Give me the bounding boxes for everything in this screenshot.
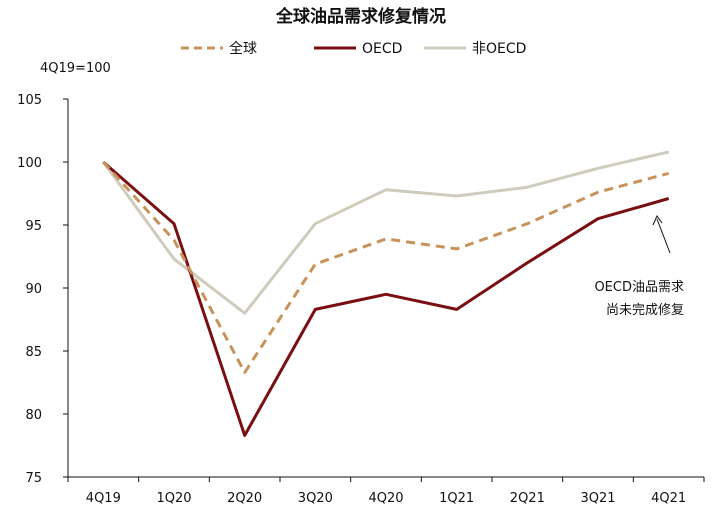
annotation: OECD油品需求 尚未完成修复 <box>594 214 684 318</box>
y-tick-label: 85 <box>25 345 42 360</box>
x-tick-label: 1Q20 <box>156 491 191 506</box>
x-tick-label: 4Q20 <box>368 491 403 506</box>
annotation-arrow-head <box>652 214 663 226</box>
x-tick-label: 2Q21 <box>510 491 545 506</box>
y-tick-label: 100 <box>17 156 42 171</box>
x-tick-label: 2Q20 <box>227 491 262 506</box>
x-tick-label: 4Q19 <box>86 491 121 506</box>
x-tick-label: 3Q21 <box>580 491 615 506</box>
x-tick-label: 3Q20 <box>298 491 333 506</box>
legend-label-global: 全球 <box>229 40 257 57</box>
axes: 105 100 95 90 85 80 75 4Q19 1Q20 2Q20 3Q20 4Q20 1Q21… <box>17 93 705 506</box>
legend-label-non-oecd: 非OECD <box>472 41 526 57</box>
annotation-arrow-line <box>656 218 671 254</box>
unit-label: 4Q19=100 <box>40 61 111 76</box>
y-tick-label: 105 <box>17 93 42 108</box>
y-tick-label: 95 <box>25 219 42 234</box>
y-tick-label: 90 <box>25 282 42 297</box>
series-line-global <box>102 160 670 374</box>
series-line-oecd <box>102 160 670 437</box>
x-tick-label: 1Q21 <box>439 491 474 506</box>
x-tick-label: 4Q21 <box>651 491 686 506</box>
annotation-line-1: OECD油品需求 <box>594 280 684 295</box>
series-layer <box>102 150 670 437</box>
series-line-non-oecd <box>102 150 670 315</box>
legend-label-oecd: OECD <box>362 41 402 57</box>
annotation-line-2: 尚未完成修复 <box>606 303 684 318</box>
y-tick-label: 80 <box>25 408 42 423</box>
chart-title: 全球油品需求修复情况 <box>275 6 446 27</box>
legend: 全球 OECD 非OECD <box>181 40 526 57</box>
y-tick-label: 75 <box>25 471 42 486</box>
